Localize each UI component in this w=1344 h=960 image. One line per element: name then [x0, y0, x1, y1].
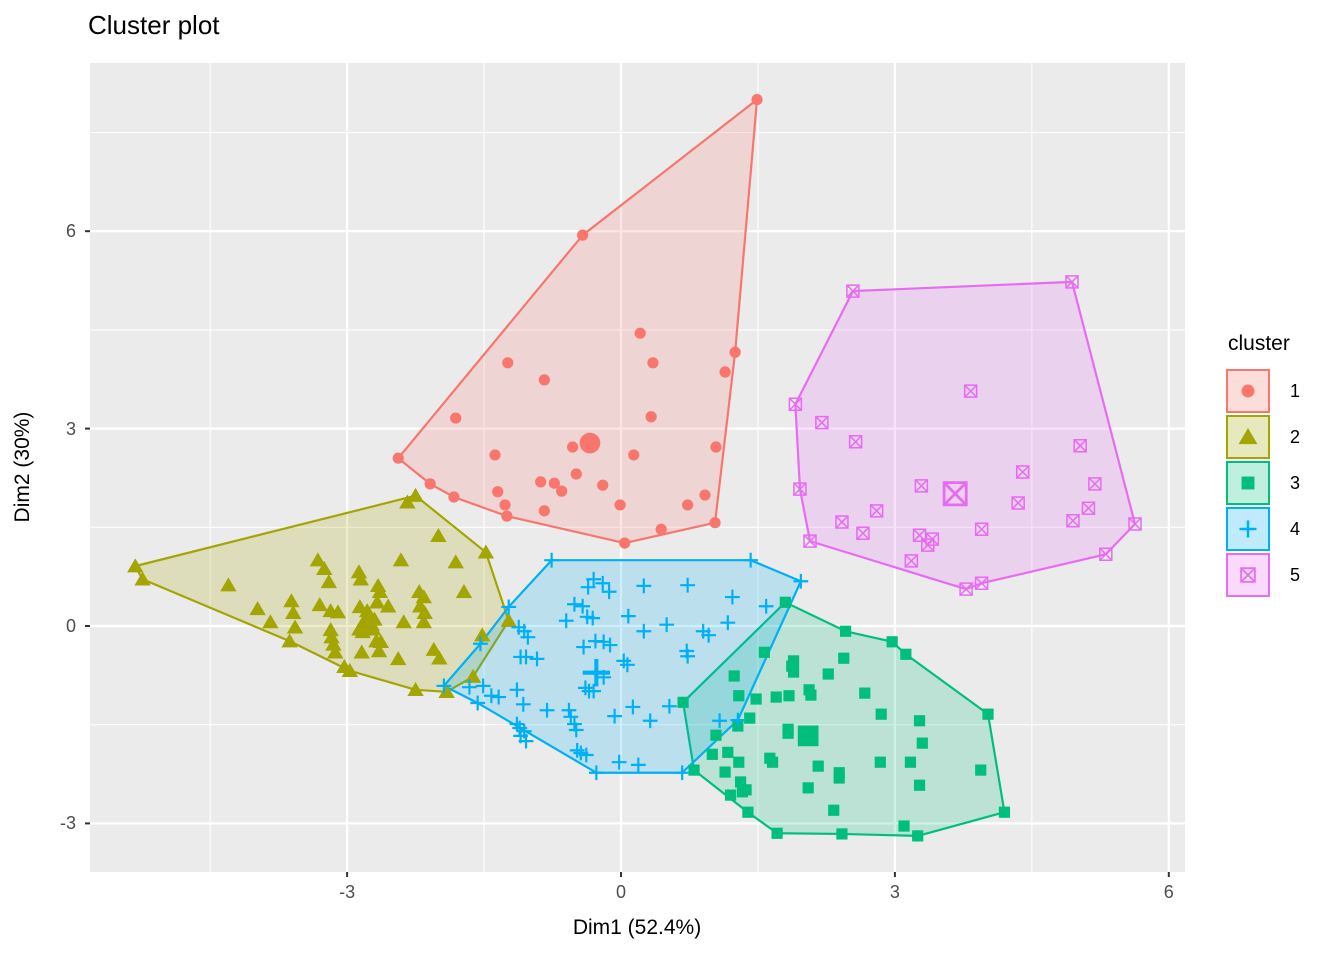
legend-item-1: 1: [1226, 369, 1300, 413]
legend-item-3: 3: [1226, 461, 1300, 505]
cluster-2-hull: [134, 494, 510, 693]
y-axis-title: Dim2 (30%): [11, 411, 34, 523]
legend-key-square-cross-icon: [1226, 553, 1270, 597]
cluster-1-hull: [397, 98, 759, 545]
legend-item-5: 5: [1226, 553, 1300, 597]
cluster-1-points: [392, 94, 763, 549]
legend-key-plus-icon: [1226, 507, 1270, 551]
legend-item-4: 4: [1226, 507, 1300, 551]
x-tick-label: 3: [889, 882, 900, 902]
x-tick-label: 6: [1163, 882, 1174, 902]
legend-items: 1 2 3 4 5: [1226, 369, 1300, 597]
legend-key-square-icon: [1226, 461, 1270, 505]
plot-canvas: [90, 63, 1185, 872]
legend-label: 5: [1290, 564, 1301, 585]
x-tick-label: 0: [615, 882, 626, 902]
cluster-5-points: [788, 275, 1142, 596]
plot-title: Cluster plot: [88, 10, 220, 40]
legend-label: 1: [1290, 380, 1301, 401]
legend-label: 3: [1290, 472, 1301, 493]
y-tick-label: 0: [65, 616, 76, 636]
y-tick-label: 6: [65, 221, 76, 242]
cluster-4-points: [436, 552, 809, 781]
legend-title: cluster: [1228, 332, 1290, 355]
legend-label: 4: [1290, 518, 1301, 539]
cluster-5-hull: [794, 280, 1137, 591]
x-axis-title: Dim1 (52.4%): [572, 916, 702, 939]
plot-panel: [90, 63, 1185, 872]
legend-label: 2: [1290, 426, 1301, 447]
x-tick-label: -3: [339, 882, 356, 902]
legend-key-circle-icon: [1226, 369, 1270, 413]
cluster-2-points: [127, 487, 517, 698]
y-tick-label: 3: [65, 418, 76, 439]
y-tick-label: -3: [59, 813, 76, 834]
legend: cluster 1 2 3 4 5: [1226, 332, 1300, 599]
legend-key-triangle-icon: [1226, 415, 1270, 459]
legend-item-2: 2: [1226, 415, 1300, 459]
